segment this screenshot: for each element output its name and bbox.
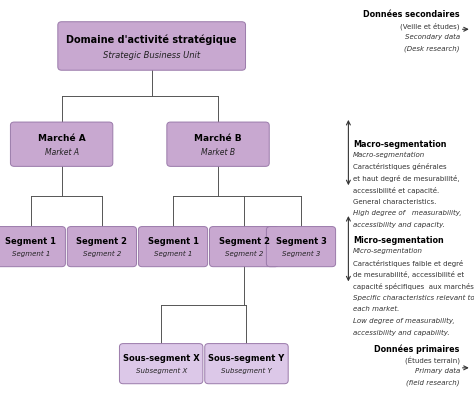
Text: Segment 2: Segment 2 bbox=[219, 237, 270, 246]
Text: de mesurabilité, accessibilité et: de mesurabilité, accessibilité et bbox=[353, 271, 464, 278]
Text: (Desk research): (Desk research) bbox=[404, 46, 460, 52]
Text: Marché A: Marché A bbox=[38, 134, 85, 143]
Text: Market B: Market B bbox=[201, 148, 235, 157]
FancyBboxPatch shape bbox=[167, 122, 269, 166]
FancyBboxPatch shape bbox=[10, 122, 113, 166]
Text: each market.: each market. bbox=[353, 306, 400, 312]
Text: Specific characteristics relevant to: Specific characteristics relevant to bbox=[353, 295, 474, 301]
Text: Micro-segmentation: Micro-segmentation bbox=[353, 236, 444, 245]
Text: Sous-segment X: Sous-segment X bbox=[123, 354, 200, 363]
Text: Données secondaires: Données secondaires bbox=[363, 10, 460, 20]
Text: (Études terrain): (Études terrain) bbox=[405, 357, 460, 364]
FancyBboxPatch shape bbox=[205, 344, 288, 384]
Text: Segment 3: Segment 3 bbox=[282, 251, 320, 257]
Text: Low degree of measurability,: Low degree of measurability, bbox=[353, 318, 455, 324]
Text: et haut degré de mesurabilité,: et haut degré de mesurabilité, bbox=[353, 175, 460, 182]
Text: Macro-segmentation: Macro-segmentation bbox=[353, 140, 447, 149]
FancyBboxPatch shape bbox=[119, 344, 203, 384]
Text: Sous-segment Y: Sous-segment Y bbox=[209, 354, 284, 363]
Text: Domaine d'activité stratégique: Domaine d'activité stratégique bbox=[66, 34, 237, 45]
Text: accessibility and capability.: accessibility and capability. bbox=[353, 330, 450, 336]
Text: Caractéristiques générales: Caractéristiques générales bbox=[353, 163, 447, 171]
Text: (Veille et études): (Veille et études) bbox=[400, 22, 460, 30]
Text: Subsegment Y: Subsegment Y bbox=[221, 368, 272, 374]
Text: Macro-segmentation: Macro-segmentation bbox=[353, 152, 425, 158]
Text: Segment 2: Segment 2 bbox=[83, 251, 121, 257]
Text: Secondary data: Secondary data bbox=[405, 34, 460, 40]
Text: Strategic Business Unit: Strategic Business Unit bbox=[103, 51, 200, 60]
FancyBboxPatch shape bbox=[67, 227, 137, 267]
Text: Market A: Market A bbox=[45, 148, 79, 157]
FancyBboxPatch shape bbox=[58, 22, 246, 70]
Text: Segment 2: Segment 2 bbox=[225, 251, 263, 257]
FancyBboxPatch shape bbox=[138, 227, 208, 267]
Text: High degree of   measurability,: High degree of measurability, bbox=[353, 210, 462, 217]
Text: Segment 1: Segment 1 bbox=[12, 251, 50, 257]
FancyBboxPatch shape bbox=[266, 227, 336, 267]
Text: Caractéristiques faible et degré: Caractéristiques faible et degré bbox=[353, 260, 463, 267]
Text: Micro-segmentation: Micro-segmentation bbox=[353, 248, 423, 254]
Text: (field research): (field research) bbox=[406, 380, 460, 387]
Text: accessibilité et capacité.: accessibilité et capacité. bbox=[353, 187, 439, 194]
Text: Subsegment X: Subsegment X bbox=[136, 368, 187, 374]
FancyBboxPatch shape bbox=[0, 227, 65, 267]
Text: capacité spécifiques  aux marchés.: capacité spécifiques aux marchés. bbox=[353, 283, 474, 290]
Text: Données primaires: Données primaires bbox=[374, 345, 460, 354]
Text: Segment 2: Segment 2 bbox=[76, 237, 128, 246]
Text: General characteristics.: General characteristics. bbox=[353, 199, 437, 204]
Text: Segment 1: Segment 1 bbox=[147, 237, 199, 246]
Text: Segment 3: Segment 3 bbox=[275, 237, 327, 246]
Text: Primary data: Primary data bbox=[415, 368, 460, 375]
Text: Segment 1: Segment 1 bbox=[5, 237, 56, 246]
Text: Marché B: Marché B bbox=[194, 134, 242, 143]
Text: Segment 1: Segment 1 bbox=[154, 251, 192, 257]
FancyBboxPatch shape bbox=[210, 227, 279, 267]
Text: accessibility and capacity.: accessibility and capacity. bbox=[353, 222, 445, 228]
